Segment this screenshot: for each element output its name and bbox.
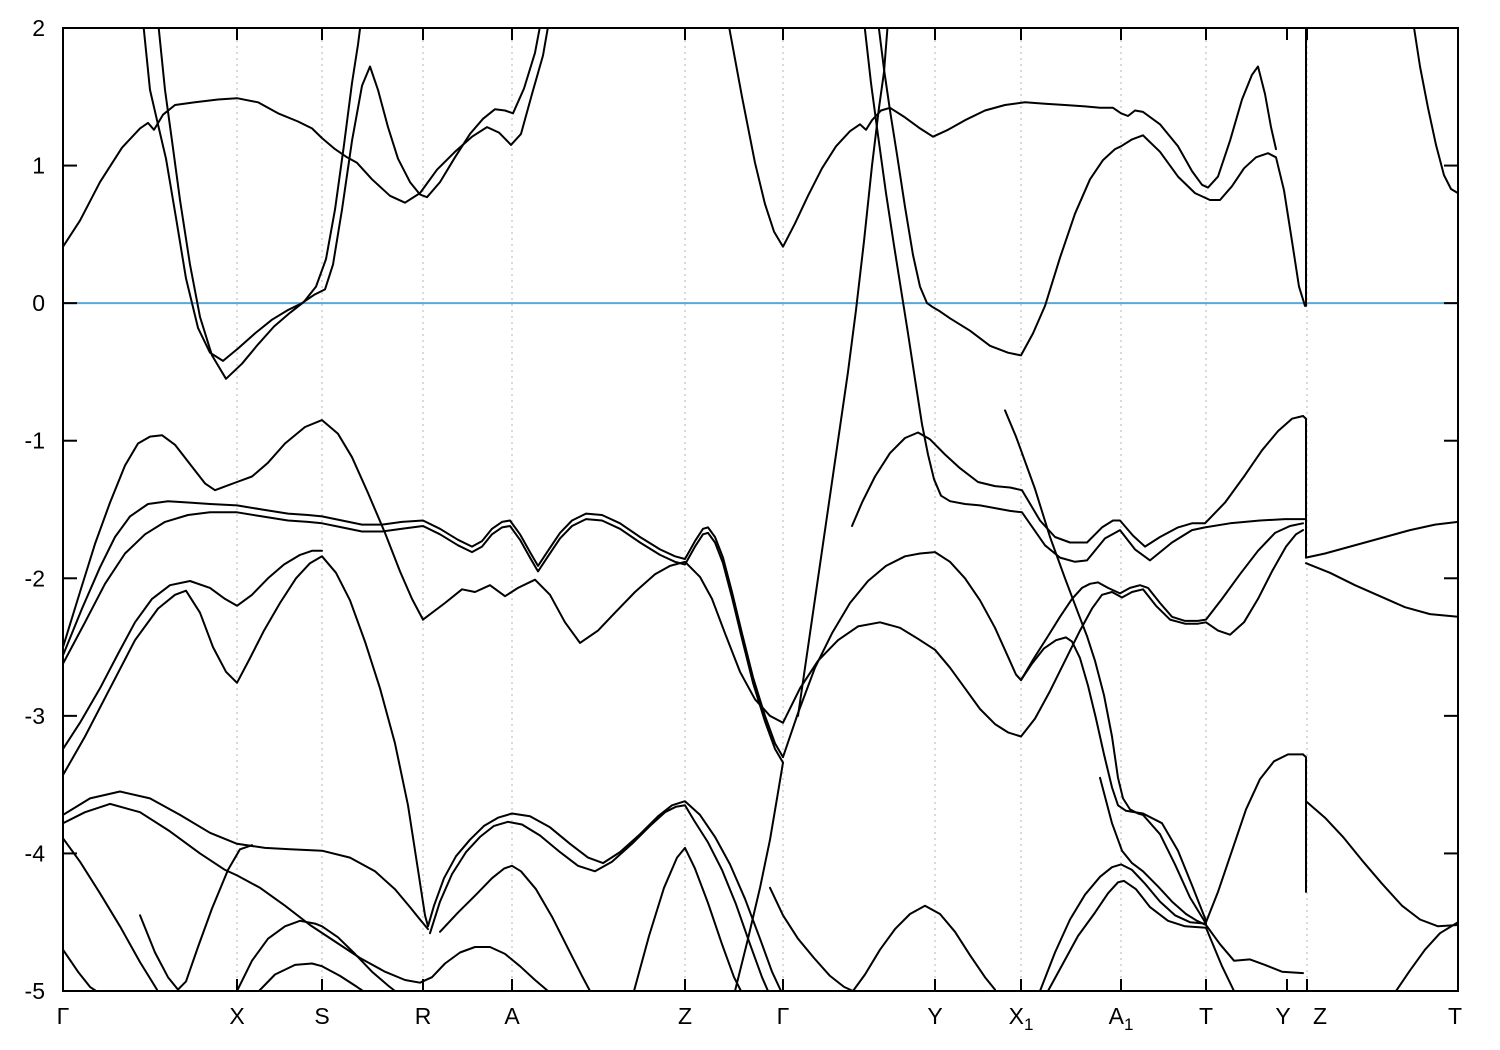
kpoint-label: A1	[1109, 1003, 1134, 1034]
band-line	[1205, 924, 1304, 975]
band-line	[63, 511, 784, 764]
band-line	[851, 415, 1304, 548]
band-line	[863, 28, 1306, 563]
y-tick-label: 2	[32, 15, 45, 41]
band-line	[782, 529, 1304, 738]
kpoint-label: X	[229, 1003, 244, 1029]
band-line	[1395, 921, 1458, 991]
band-line	[63, 837, 158, 991]
band-line	[1205, 926, 1235, 991]
band-line	[1305, 800, 1458, 928]
band-line	[633, 846, 742, 991]
kpoint-label: Y	[927, 1003, 942, 1029]
y-tick-label: 1	[32, 153, 45, 179]
y-tick-label: 0	[32, 290, 45, 316]
band-line	[422, 560, 784, 724]
band-line	[1305, 562, 1458, 618]
kpoint-label: Γ	[57, 1003, 70, 1029]
band-line	[439, 864, 591, 991]
band-line	[728, 28, 1277, 248]
band-line	[1047, 879, 1207, 991]
band-line	[734, 761, 784, 991]
band-line	[1205, 753, 1304, 924]
y-tick-label: -1	[25, 428, 45, 454]
band-line	[1020, 522, 1304, 682]
band-line	[877, 28, 1306, 357]
band-line	[157, 28, 362, 380]
kpoint-label: Γ	[777, 1003, 790, 1029]
kpoint-label: T	[1448, 1003, 1462, 1029]
band-line	[1305, 520, 1458, 559]
bands-layer	[63, 28, 1458, 991]
band-line	[63, 790, 429, 931]
kpoint-label: T	[1199, 1003, 1213, 1029]
band-line	[63, 549, 323, 750]
band-line	[1413, 28, 1458, 195]
y-tick-label: -2	[25, 565, 45, 591]
y-tick-label: -3	[25, 703, 45, 729]
band-line	[63, 419, 424, 649]
band-line	[63, 555, 782, 991]
band-line	[63, 28, 549, 248]
band-line	[1302, 753, 1307, 893]
y-tick-label: -5	[25, 978, 45, 1004]
band-line	[142, 28, 541, 362]
band-line	[63, 948, 97, 991]
plot-border	[62, 27, 1459, 992]
band-line	[236, 919, 396, 991]
kpoint-label: Y	[1275, 1003, 1290, 1029]
band-line	[782, 551, 1207, 922]
kpoint-label: S	[314, 1003, 329, 1029]
band-line	[1004, 409, 1207, 925]
kpoint-label: Z	[1313, 1003, 1327, 1029]
x-axis-labels: Γ X S R A Z Γ Y X1 A1 T Y Z T	[57, 1003, 1462, 1034]
band-line	[1039, 863, 1207, 991]
band-line	[797, 28, 889, 717]
band-line	[139, 844, 253, 991]
kpoint-label: R	[415, 1003, 432, 1029]
y-axis-labels: 2 1 0 -1 -2 -3 -4 -5	[25, 15, 46, 1004]
band-line	[1099, 776, 1207, 926]
y-tick-label: -4	[25, 840, 46, 866]
band-line	[63, 500, 784, 759]
band-line	[1302, 415, 1307, 559]
band-line	[769, 886, 996, 991]
band-line	[429, 804, 769, 991]
ticks-layer	[62, 28, 1459, 991]
kpoint-label: X1	[1009, 1003, 1034, 1034]
band-line	[258, 962, 364, 991]
kpoint-label: Z	[678, 1003, 692, 1029]
kpoint-label: A	[504, 1003, 520, 1029]
